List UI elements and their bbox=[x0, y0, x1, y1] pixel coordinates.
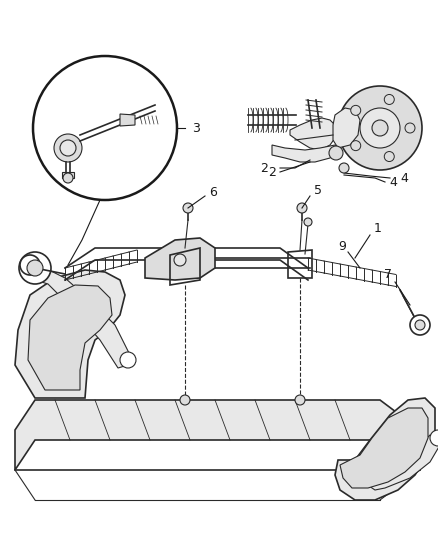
Polygon shape bbox=[360, 435, 438, 490]
Circle shape bbox=[351, 141, 361, 151]
Circle shape bbox=[384, 94, 394, 104]
Polygon shape bbox=[340, 408, 428, 488]
Circle shape bbox=[27, 260, 43, 276]
Polygon shape bbox=[28, 285, 112, 390]
Text: 4: 4 bbox=[400, 172, 408, 184]
Circle shape bbox=[180, 395, 190, 405]
Circle shape bbox=[415, 320, 425, 330]
Text: 2: 2 bbox=[260, 161, 268, 174]
Circle shape bbox=[384, 151, 394, 161]
Circle shape bbox=[20, 255, 40, 275]
Circle shape bbox=[183, 203, 193, 213]
Circle shape bbox=[33, 56, 177, 200]
Circle shape bbox=[19, 252, 51, 284]
Polygon shape bbox=[290, 118, 338, 150]
Polygon shape bbox=[15, 400, 420, 470]
Circle shape bbox=[174, 254, 186, 266]
Circle shape bbox=[410, 315, 430, 335]
Circle shape bbox=[304, 218, 312, 226]
Text: 9: 9 bbox=[338, 240, 346, 254]
Polygon shape bbox=[145, 238, 215, 280]
Circle shape bbox=[360, 108, 400, 148]
Text: 4: 4 bbox=[389, 175, 397, 189]
Circle shape bbox=[339, 163, 349, 173]
Circle shape bbox=[405, 123, 415, 133]
Text: 5: 5 bbox=[314, 183, 322, 197]
Polygon shape bbox=[35, 268, 130, 368]
Circle shape bbox=[60, 140, 76, 156]
Text: 3: 3 bbox=[192, 122, 200, 134]
Circle shape bbox=[120, 352, 136, 368]
Polygon shape bbox=[15, 270, 125, 398]
Text: 6: 6 bbox=[209, 185, 217, 198]
Circle shape bbox=[430, 430, 438, 446]
Polygon shape bbox=[62, 172, 74, 178]
Polygon shape bbox=[335, 398, 435, 500]
Circle shape bbox=[329, 146, 343, 160]
Text: 7: 7 bbox=[384, 269, 392, 281]
Text: 1: 1 bbox=[374, 222, 382, 235]
Polygon shape bbox=[333, 108, 360, 148]
Polygon shape bbox=[120, 114, 135, 126]
Polygon shape bbox=[272, 145, 338, 162]
Circle shape bbox=[297, 203, 307, 213]
Circle shape bbox=[338, 86, 422, 170]
Circle shape bbox=[351, 106, 361, 115]
Circle shape bbox=[63, 173, 73, 183]
Circle shape bbox=[54, 134, 82, 162]
Circle shape bbox=[295, 395, 305, 405]
Circle shape bbox=[372, 120, 388, 136]
Text: 2: 2 bbox=[268, 166, 276, 179]
